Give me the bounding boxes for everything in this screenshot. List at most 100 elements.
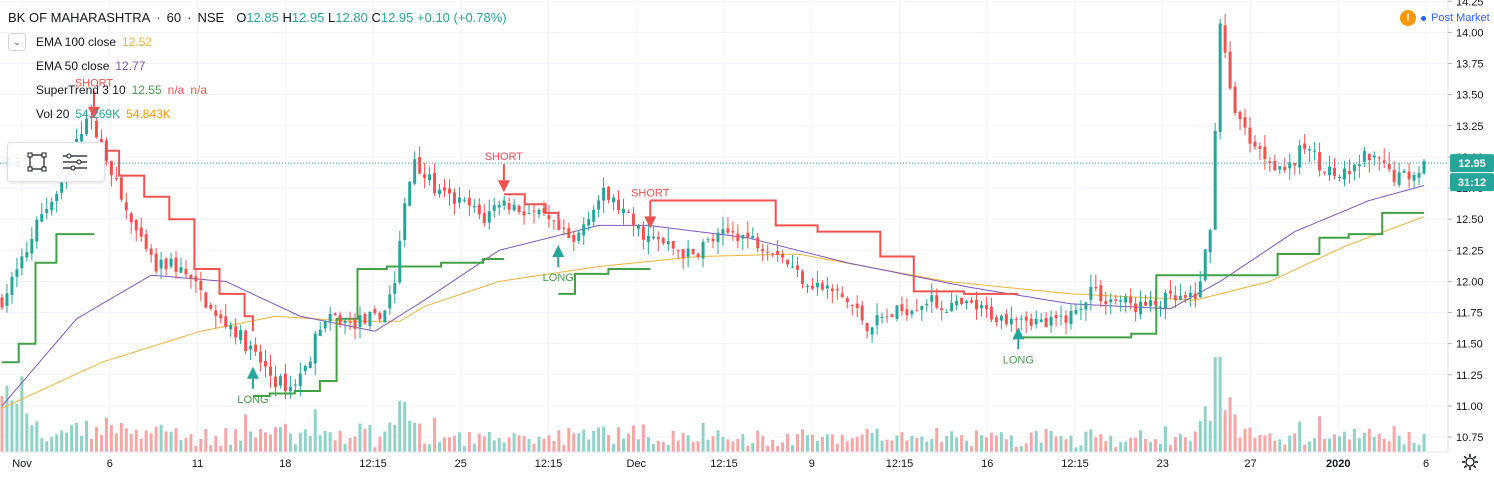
x-tick-label: 12:15: [886, 458, 914, 470]
volume-bar: [119, 422, 123, 452]
volume-bar: [1074, 447, 1078, 452]
y-tick-label: 10.75: [1456, 432, 1484, 444]
volume-bar: [1323, 438, 1327, 452]
candle-body: [358, 315, 362, 328]
exchange: NSE: [197, 10, 225, 25]
volume-bar: [189, 434, 193, 452]
x-tick-label: 6: [1423, 458, 1429, 470]
volume-bar: [835, 443, 839, 452]
candle-body: [1313, 151, 1317, 153]
volume-bar: [1114, 447, 1118, 452]
volume-bar: [1193, 431, 1197, 452]
candle-body: [323, 321, 327, 329]
supertrend-up-segment: [252, 258, 504, 397]
legend: BK OF MAHARASHTRA · 60 · NSE O12.85 H12.…: [8, 6, 507, 126]
indicator-supertrend[interactable]: SuperTrend 3 10 12.55 n/a n/a: [8, 78, 507, 102]
separator-dot: ·: [187, 10, 192, 25]
indicator-value-ma: 54.843K: [126, 107, 171, 121]
candle-body: [1193, 293, 1197, 299]
collapse-legend-button[interactable]: ⌄: [8, 33, 26, 51]
volume-bar: [955, 437, 959, 452]
chart-settings-button[interactable]: [1460, 452, 1480, 472]
volume-bar: [751, 442, 755, 452]
candle-body: [293, 384, 297, 386]
change-value: +0.10 (+0.78%): [417, 10, 507, 25]
indicator-extra: n/a: [167, 83, 185, 97]
volume-bar: [378, 436, 382, 452]
candle-body: [756, 237, 760, 249]
volume-bar: [587, 439, 591, 452]
volume-bar: [129, 434, 133, 452]
volume-bar: [35, 421, 39, 452]
candle-body: [984, 305, 988, 310]
volume-bar: [1168, 445, 1172, 452]
candle-body: [950, 302, 954, 312]
interval[interactable]: 60: [166, 10, 182, 25]
candle-body: [517, 205, 521, 213]
line-settings-button[interactable]: [56, 145, 94, 179]
volume-bar: [612, 443, 616, 452]
rectangle-tool-button[interactable]: [18, 145, 56, 179]
volume-bar: [0, 395, 4, 452]
candle-body: [1039, 319, 1043, 323]
volume-bar: [840, 434, 844, 452]
volume-bar: [433, 417, 437, 452]
candle-body: [805, 285, 809, 287]
volume-bar: [408, 420, 412, 452]
volume-bar: [592, 430, 596, 452]
candle-body: [443, 187, 447, 191]
volume-bar: [1238, 437, 1242, 452]
candle-body: [1422, 161, 1426, 174]
candle-body: [1248, 127, 1252, 144]
candle-body: [751, 236, 755, 238]
volume-bar: [1218, 357, 1222, 452]
volume-bar: [1402, 444, 1406, 452]
volume-bar: [1044, 428, 1048, 452]
volume-bar: [801, 429, 804, 452]
x-tick-label: 25: [455, 458, 467, 470]
drag-handle-icon[interactable]: ⋮⋮: [3, 156, 23, 168]
candle-body: [403, 203, 407, 240]
volume-bar: [701, 422, 705, 452]
volume-bar: [582, 429, 586, 452]
candle-body: [810, 285, 814, 289]
volume-bar: [761, 435, 765, 452]
candle-body: [1323, 171, 1327, 173]
drawing-toolbox[interactable]: ⋮⋮: [3, 142, 105, 182]
candle-body: [1377, 157, 1381, 159]
x-tick-label: 12:15: [1061, 458, 1089, 470]
volume-bar: [1328, 438, 1332, 452]
candle-body: [935, 295, 939, 308]
volume-bar: [40, 438, 44, 452]
indicator-ema100[interactable]: ⌄ EMA 100 close 12.52: [8, 30, 507, 54]
candle-body: [731, 230, 735, 233]
candle-body: [801, 271, 804, 284]
volume-bar: [766, 445, 770, 452]
candle-body: [259, 351, 263, 363]
volume-bar: [1203, 406, 1207, 452]
volume-bar: [805, 435, 809, 452]
volume-bar: [308, 435, 312, 452]
candle-body: [552, 220, 556, 222]
candle-body: [487, 211, 491, 223]
volume-bar: [696, 441, 700, 452]
candle-body: [1333, 167, 1336, 176]
indicator-volume[interactable]: Vol 20 54.269K 54.843K: [8, 102, 507, 126]
volume-bar: [338, 430, 342, 452]
indicator-ema50[interactable]: EMA 50 close 12.77: [8, 54, 507, 78]
candle-body: [328, 314, 332, 322]
candle-body: [721, 229, 725, 235]
candle-body: [393, 283, 397, 294]
candle-body: [1387, 164, 1391, 170]
candle-body: [646, 235, 650, 242]
supertrend-up-segment: [2, 233, 94, 364]
candle-body: [1382, 160, 1386, 163]
volume-bar: [870, 433, 874, 452]
symbol-name[interactable]: BK OF MAHARASHTRA: [8, 10, 151, 25]
candle-body: [716, 232, 720, 242]
post-market-indicator[interactable]: ! Post Market: [1400, 10, 1490, 26]
volume-bar: [1034, 430, 1038, 452]
candle-body: [1139, 301, 1143, 315]
